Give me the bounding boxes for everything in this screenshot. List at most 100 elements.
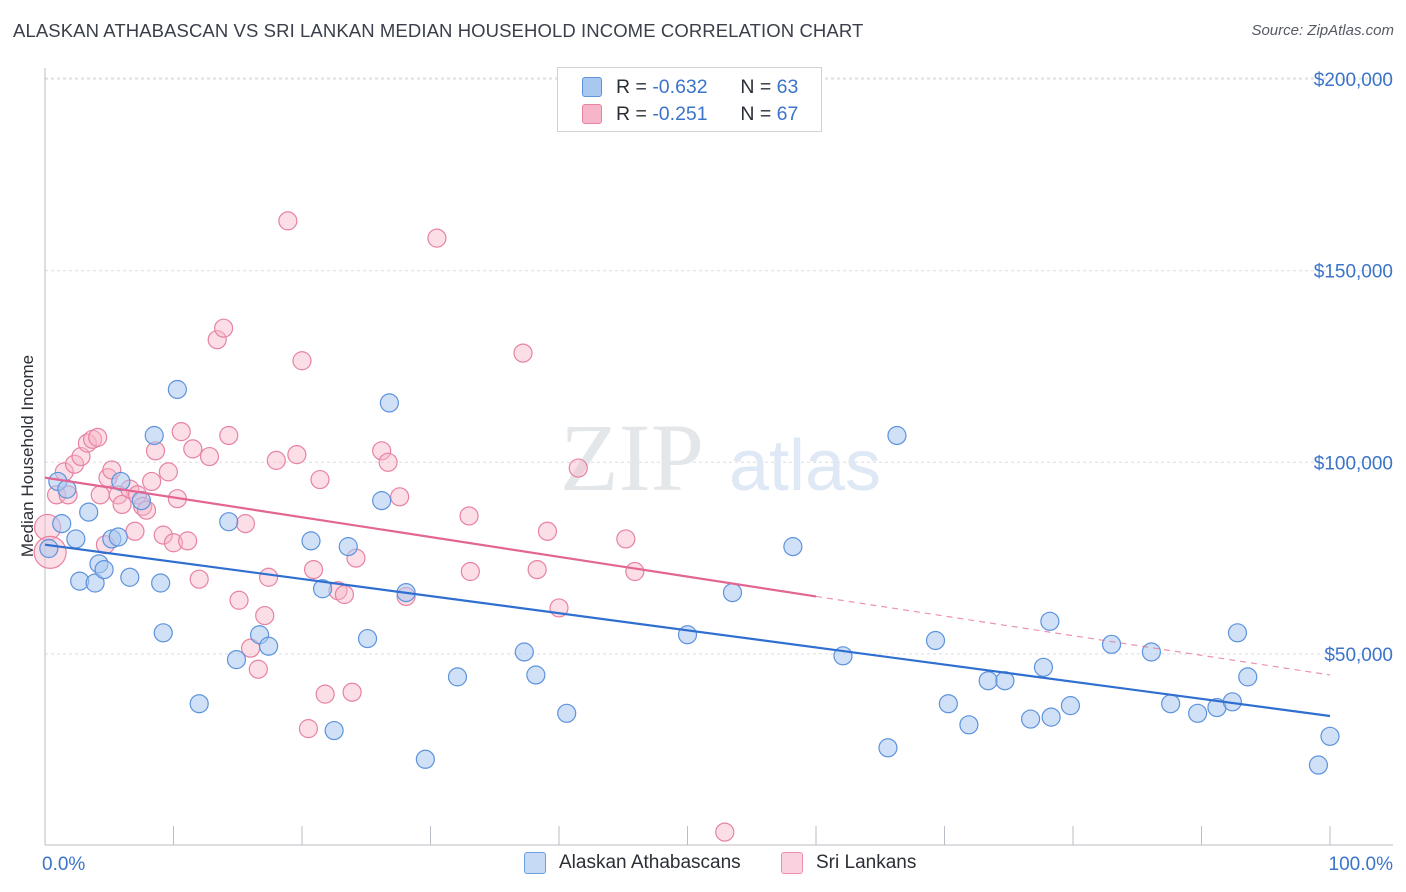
y-tick-label: $150,000 <box>1314 262 1393 283</box>
data-point-sri-lankans <box>258 567 279 587</box>
data-point-alaskan-athabascans <box>111 471 131 492</box>
x-tick-label-max: 100.0% <box>1329 854 1394 875</box>
data-point-sri-lankans <box>342 682 362 702</box>
data-point-sri-lankans <box>334 584 355 605</box>
y-axis-label: Median Household Income <box>18 354 37 558</box>
data-point-sri-lankans <box>372 441 392 461</box>
data-point-sri-lankans <box>287 445 307 465</box>
series-legend: Alaskan Athabascans Sri Lankans <box>0 852 1406 878</box>
legend-swatch-blue <box>582 77 602 97</box>
series-alaskan-athabascans <box>39 379 1340 775</box>
data-point-sri-lankans <box>315 684 335 704</box>
data-point-alaskan-athabascans <box>1227 623 1248 643</box>
data-point-alaskan-athabascans <box>324 720 344 741</box>
watermark-zip: ZIP <box>560 404 704 511</box>
data-point-sri-lankans <box>178 531 198 551</box>
data-point-sri-lankans <box>527 559 547 580</box>
data-point-sri-lankans <box>229 590 249 610</box>
data-point-sri-lankans <box>158 462 178 482</box>
data-point-alaskan-athabascans <box>219 512 239 532</box>
data-point-alaskan-athabascans <box>312 579 333 599</box>
data-point-alaskan-athabascans <box>372 491 392 511</box>
data-point-alaskan-athabascans <box>1320 726 1340 746</box>
data-point-sri-lankans <box>153 525 173 545</box>
data-point-sri-lankans <box>248 659 268 679</box>
data-point-alaskan-athabascans <box>959 715 979 735</box>
data-point-sri-lankans <box>235 514 256 534</box>
data-point-sri-lankans <box>207 330 227 350</box>
legend-r-value-blue: -0.632 <box>652 75 708 98</box>
legend-item-alaskan-athabascans: Alaskan Athabascans <box>524 852 741 874</box>
data-point-alaskan-athabascans <box>379 393 399 413</box>
data-point-alaskan-athabascans <box>66 529 86 549</box>
legend-row-blue: R = -0.632 N = 63 <box>582 73 798 101</box>
data-point-sri-lankans <box>163 533 184 553</box>
data-point-alaskan-athabascans <box>85 573 105 593</box>
data-point-sri-lankans <box>125 521 145 541</box>
trend-line-alaskan-athabascans <box>44 543 1331 718</box>
data-point-alaskan-athabascans <box>1188 703 1208 723</box>
data-point-alaskan-athabascans <box>978 671 998 691</box>
data-point-alaskan-athabascans <box>526 665 546 685</box>
data-point-alaskan-athabascans <box>189 694 209 714</box>
data-point-alaskan-athabascans <box>1033 657 1054 677</box>
x-tick-label-min: 0.0% <box>42 854 85 875</box>
data-point-alaskan-athabascans <box>887 425 907 446</box>
data-point-alaskan-athabascans <box>1238 667 1258 687</box>
legend-label-sri-lankans: Sri Lankans <box>816 852 917 873</box>
data-point-sri-lankans <box>616 529 636 549</box>
data-point-sri-lankans <box>219 425 239 446</box>
data-point-sri-lankans <box>427 228 447 248</box>
legend-n-label: N = <box>740 75 772 98</box>
legend-r-value-pink: -0.251 <box>652 102 708 125</box>
data-point-sri-lankans <box>625 561 645 582</box>
y-tick-label: $50,000 <box>1324 645 1393 666</box>
data-point-alaskan-athabascans <box>925 630 946 651</box>
data-point-alaskan-athabascans <box>938 694 958 714</box>
data-point-alaskan-athabascans <box>1020 709 1041 729</box>
data-point-alaskan-athabascans <box>258 636 279 656</box>
trend-lines <box>44 476 1331 718</box>
legend-n-value-pink: 67 <box>776 102 799 125</box>
data-point-sri-lankans <box>171 422 191 442</box>
data-point-sri-lankans <box>64 454 85 474</box>
data-point-alaskan-athabascans <box>301 531 321 551</box>
data-point-alaskan-athabascans <box>514 642 534 662</box>
data-point-sri-lankans <box>278 211 298 231</box>
data-point-alaskan-athabascans <box>557 703 577 723</box>
data-point-alaskan-athabascans <box>94 559 114 580</box>
data-point-sri-lankans <box>568 458 588 478</box>
legend-swatch-alaskan-athabascans <box>524 852 546 874</box>
data-point-sri-lankans <box>88 427 108 447</box>
correlation-legend: R = -0.632 N = 63 R = -0.251 N = 67 <box>557 67 822 132</box>
data-point-alaskan-athabascans <box>338 537 358 557</box>
data-point-sri-lankans <box>189 569 209 589</box>
data-point-sri-lankans <box>460 561 480 582</box>
data-point-sri-lankans <box>303 559 324 580</box>
data-point-sri-lankans <box>298 719 319 739</box>
data-point-alaskan-athabascans <box>878 738 898 758</box>
data-point-alaskan-athabascans <box>447 667 468 687</box>
legend-n-value-blue: 63 <box>776 75 799 98</box>
legend-n-label: N = <box>740 102 772 125</box>
data-point-alaskan-athabascans <box>1141 642 1161 662</box>
legend-r-label: R = <box>616 102 647 125</box>
data-point-alaskan-athabascans <box>226 650 247 670</box>
data-point-alaskan-athabascans <box>357 628 378 649</box>
data-point-sri-lankans <box>378 452 398 472</box>
data-point-alaskan-athabascans <box>1161 694 1181 714</box>
y-tick-label: $200,000 <box>1314 70 1393 91</box>
data-point-sri-lankans <box>266 450 286 470</box>
watermark-atlas: atlas <box>729 426 881 506</box>
data-point-alaskan-athabascans <box>108 527 128 547</box>
legend-item-sri-lankans: Sri Lankans <box>781 852 916 874</box>
source-label: Source: ZipAtlas.com <box>1251 22 1394 39</box>
legend-swatch-pink <box>582 104 602 124</box>
y-tick-label: $100,000 <box>1314 453 1393 474</box>
data-point-sri-lankans <box>183 439 203 459</box>
data-point-alaskan-athabascans <box>144 425 164 446</box>
data-point-sri-lankans <box>513 343 533 363</box>
data-point-alaskan-athabascans <box>167 379 187 400</box>
data-point-sri-lankans <box>292 351 312 371</box>
legend-swatch-sri-lankans <box>781 852 803 874</box>
